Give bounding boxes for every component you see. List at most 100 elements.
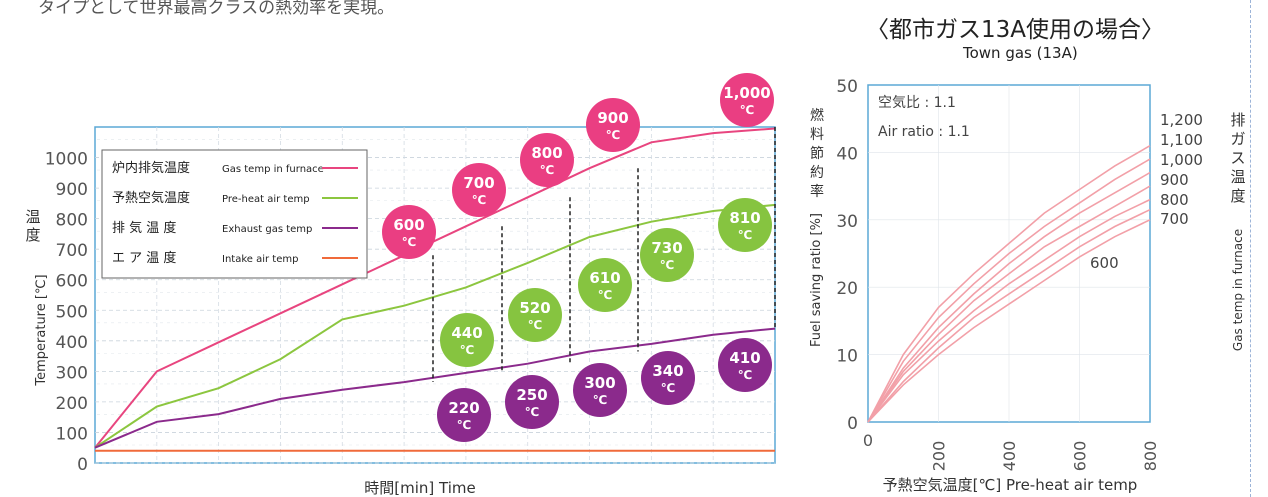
left-y-tick-label: 0 xyxy=(77,455,88,475)
exhaust-temp-bubble-unit: ℃ xyxy=(593,393,608,407)
gas-temp-curve-label: 1,000 xyxy=(1160,151,1203,169)
intro-text: タイプとして世界最高クラスの熱効率を実現。 xyxy=(38,0,395,18)
preheat-temp-bubble-unit: ℃ xyxy=(460,343,475,357)
left-y-axis-label-jp: 温 xyxy=(25,208,40,226)
right-y2-axis-label-jp: ガ xyxy=(1230,130,1245,148)
left-y-tick-label: 200 xyxy=(56,394,88,414)
right-y2-axis-label-jp: ス xyxy=(1230,149,1245,167)
right-x-tick-label: 400 xyxy=(1000,441,1019,472)
right-series-curve-6 xyxy=(867,219,1151,423)
right-y2-axis-label-jp: 排 xyxy=(1230,111,1245,129)
right-x-tick-label: 800 xyxy=(1141,441,1160,472)
right-x-tick-label: 200 xyxy=(930,441,949,472)
gas-temp-curve-label: 600 xyxy=(1090,254,1119,272)
exhaust-temp-bubble-value: 220 xyxy=(448,399,479,417)
preheat-temp-bubble-unit: ℃ xyxy=(598,288,613,302)
preheat-temp-bubble-circle xyxy=(440,313,494,367)
left-legend-jp: 炉内排気温度 xyxy=(112,160,190,176)
furnace-temp-bubble-unit: ℃ xyxy=(472,193,487,207)
preheat-temp-bubble-unit: ℃ xyxy=(528,318,543,332)
left-y-tick-label: 800 xyxy=(56,211,88,231)
right-y2-axis-label-jp: 度 xyxy=(1230,187,1245,205)
preheat-temp-bubble-circle xyxy=(578,258,632,312)
left-series-line-1 xyxy=(94,203,776,449)
right-series-curve-0 xyxy=(867,145,1151,423)
gas-temp-curve-label: 700 xyxy=(1160,210,1189,228)
exhaust-temp-bubble-value: 250 xyxy=(516,386,547,404)
right-series-curve-1 xyxy=(867,158,1151,423)
preheat-temp-bubble-value: 730 xyxy=(651,239,682,257)
left-y-tick-label: 500 xyxy=(56,302,88,322)
left-legend-en: Gas temp in furnace xyxy=(222,164,324,175)
left-legend-jp: 予熱空気温度 xyxy=(112,190,190,206)
right-x-axis-label: 予熱空気温度[℃] Pre-heat air temp xyxy=(883,476,1138,494)
furnace-temp-bubble-value: 1,000 xyxy=(723,84,770,102)
exhaust-temp-bubble-circle xyxy=(437,388,491,442)
left-legend-en: Intake air temp xyxy=(222,254,298,265)
right-y-axis-label-jp: 約 xyxy=(810,165,824,181)
preheat-temp-bubble-value: 440 xyxy=(451,324,482,342)
exhaust-temp-bubble-circle xyxy=(718,338,772,392)
furnace-temp-bubble-unit: ℃ xyxy=(740,103,755,117)
furnace-temp-bubble-value: 800 xyxy=(531,144,562,162)
exhaust-temp-bubble-unit: ℃ xyxy=(661,381,676,395)
preheat-temp-bubble-circle xyxy=(718,198,772,252)
right-chart-subtitle: Town gas (13A) xyxy=(963,44,1078,62)
preheat-temp-bubble-value: 610 xyxy=(589,269,620,287)
left-legend-jp: エ ア 温 度 xyxy=(112,250,176,266)
exhaust-temp-bubble-value: 300 xyxy=(584,374,615,392)
gas-temp-curve-label: 900 xyxy=(1160,171,1189,189)
left-y-tick-label: 700 xyxy=(56,241,88,261)
furnace-temp-bubble-circle xyxy=(520,133,574,187)
preheat-temp-bubble-value: 520 xyxy=(519,299,550,317)
air-ratio-note-en: Air ratio : 1.1 xyxy=(878,124,970,140)
exhaust-temp-bubble-unit: ℃ xyxy=(738,368,753,382)
left-y-tick-label: 900 xyxy=(56,180,88,200)
left-y-tick-label: 300 xyxy=(56,363,88,383)
air-ratio-note-jp: 空気比 : 1.1 xyxy=(878,95,956,111)
exhaust-temp-bubble-value: 410 xyxy=(729,349,760,367)
right-series-curve-4 xyxy=(867,198,1151,423)
furnace-temp-bubble-circle xyxy=(586,98,640,152)
right-x-tick-label: 600 xyxy=(1071,441,1090,472)
right-y-axis-label-jp: 率 xyxy=(810,183,824,200)
right-y-tick-label: 50 xyxy=(836,77,858,97)
gas-temp-curve-label: 800 xyxy=(1160,191,1189,209)
gas-temp-curve-label: 1,200 xyxy=(1160,111,1203,129)
right-y-axis-label-jp: 燃 xyxy=(810,107,824,124)
preheat-temp-bubble-value: 810 xyxy=(729,209,760,227)
furnace-temp-bubble-unit: ℃ xyxy=(402,235,417,249)
furnace-temp-bubble-unit: ℃ xyxy=(606,128,621,142)
left-y-tick-label: 400 xyxy=(56,333,88,353)
right-y-tick-label: 20 xyxy=(836,279,858,299)
left-legend-en: Exhaust gas temp xyxy=(222,224,312,235)
preheat-temp-bubble-unit: ℃ xyxy=(738,228,753,242)
right-y-tick-label: 0 xyxy=(847,414,858,434)
furnace-temp-bubble-value: 700 xyxy=(463,174,494,192)
right-y-tick-label: 10 xyxy=(836,347,858,367)
right-y-axis-label-jp: 料 xyxy=(810,127,824,143)
preheat-temp-bubble-unit: ℃ xyxy=(660,258,675,272)
exhaust-temp-bubble-circle xyxy=(641,351,695,405)
right-series-curve-5 xyxy=(867,208,1151,423)
preheat-temp-bubble-circle xyxy=(640,228,694,282)
left-y-tick-label: 100 xyxy=(56,424,88,444)
left-series-line-0 xyxy=(94,127,776,449)
left-legend-jp: 排 気 温 度 xyxy=(112,220,176,236)
right-y-tick-label: 40 xyxy=(836,144,858,164)
furnace-temp-bubble-value: 900 xyxy=(597,109,628,127)
exhaust-temp-bubble-value: 340 xyxy=(652,362,683,380)
page-dashed-border xyxy=(1250,0,1251,497)
right-y-axis-label-en: Fuel saving ratio [%] xyxy=(809,213,824,347)
left-x-axis-label: 時間[min] Time xyxy=(364,479,475,497)
right-x-tick-label: 0 xyxy=(863,431,873,450)
left-legend-en: Pre-heat air temp xyxy=(222,194,310,205)
left-y-axis-label-jp: 度 xyxy=(25,226,40,244)
left-y-tick-label: 600 xyxy=(56,272,88,292)
right-y-tick-label: 30 xyxy=(836,212,858,232)
right-y2-axis-label-jp: 温 xyxy=(1230,168,1245,186)
left-y-axis-label-en: Temperature [℃] xyxy=(34,274,49,386)
left-series-line-2 xyxy=(94,327,776,449)
preheat-temp-bubble-circle xyxy=(508,288,562,342)
